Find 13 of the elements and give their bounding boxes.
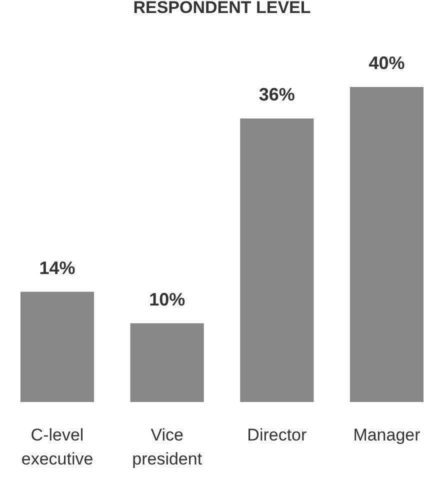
bar: [240, 118, 314, 402]
chart-title: RESPONDENT LEVEL: [133, 0, 311, 17]
data-label: 14%: [39, 258, 76, 278]
data-label: 40%: [368, 53, 405, 73]
x-tick-label: C-level executive: [21, 426, 94, 468]
x-tick-label: Vice president: [132, 426, 202, 468]
bar: [20, 292, 94, 402]
x-tick-label: Manager: [353, 426, 421, 444]
bar: [130, 323, 204, 402]
data-label: 36%: [258, 84, 295, 104]
data-label: 10%: [149, 289, 186, 310]
bar: [350, 87, 424, 402]
x-tick-label: Director: [247, 426, 307, 444]
